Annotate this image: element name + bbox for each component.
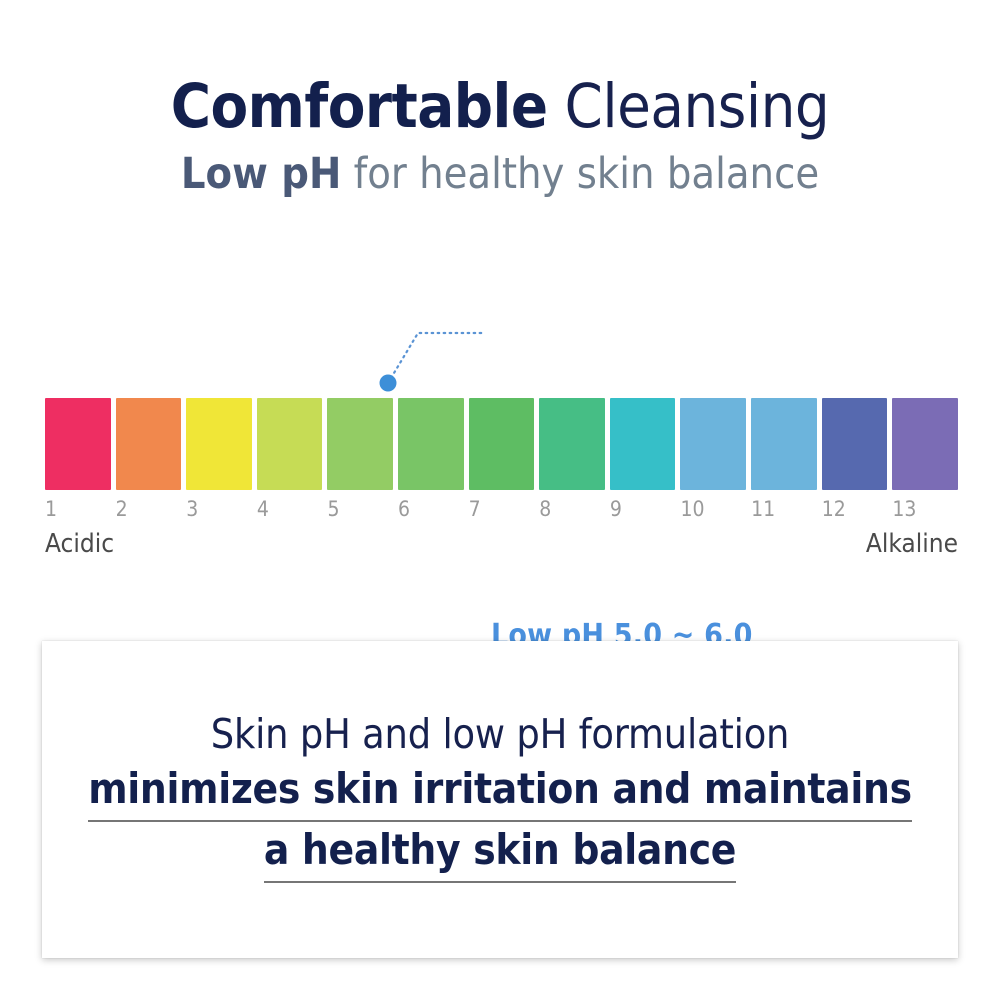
headline-strong: Comfortable — [170, 71, 548, 142]
header: Comfortable Cleansing Low pH for healthy… — [0, 72, 1000, 200]
ph-swatch-3 — [186, 398, 252, 490]
headline-light: Cleansing — [547, 71, 830, 142]
ph-tick-13: 13 — [892, 497, 917, 521]
ph-swatch-12 — [821, 398, 888, 490]
ph-swatch-4 — [256, 398, 323, 490]
ph-swatch-2 — [115, 398, 182, 490]
info-card-line-1: Skin pH and low pH formulation — [210, 710, 790, 758]
ph-swatch-13 — [892, 398, 958, 490]
info-card-line-2-text: minimizes skin irritation and maintains — [88, 761, 912, 822]
ph-tick-12: 12 — [821, 497, 846, 521]
ph-swatch-9 — [609, 398, 676, 490]
ph-swatch-8 — [539, 398, 605, 490]
ph-swatch-6 — [398, 398, 464, 490]
ph-tick-1: 1 — [45, 497, 58, 521]
ph-swatch-11 — [751, 398, 817, 490]
ph-tick-7: 7 — [468, 497, 481, 521]
page-title: Comfortable Cleansing — [0, 72, 1000, 142]
alkaline-label: Alkaline — [865, 529, 958, 559]
ph-scale-swatches — [45, 398, 958, 490]
subhead-light: for healthy skin balance — [341, 149, 820, 199]
ph-swatch-7 — [468, 398, 535, 490]
info-card-line-2: minimizes skin irritation and maintains — [42, 761, 958, 822]
ph-tick-4: 4 — [256, 497, 269, 521]
info-card: Skin pH and low pH formulation minimizes… — [42, 641, 958, 958]
ph-tick-10: 10 — [680, 497, 705, 521]
ph-tick-3: 3 — [186, 497, 199, 521]
ph-tick-11: 11 — [751, 497, 776, 521]
ph-tick-2: 2 — [115, 497, 128, 521]
info-card-line-3-text: a healthy skin balance — [263, 822, 736, 883]
ph-tick-6: 6 — [398, 497, 411, 521]
ph-tick-5: 5 — [327, 497, 340, 521]
ph-scale-ticks: 1 2 3 4 5 6 7 8 9 10 11 12 13 — [45, 496, 958, 524]
callout-leader-line — [379, 331, 486, 392]
ph-swatch-5 — [327, 398, 394, 490]
ph-callout: Low pH 5.0 ~ 6.0 — [0, 300, 1000, 653]
info-card-content: Skin pH and low pH formulation minimizes… — [42, 707, 958, 883]
callout-marker-dot — [379, 374, 397, 392]
ph-tick-9: 9 — [609, 497, 622, 521]
subhead-strong: Low pH — [180, 149, 342, 199]
page-subtitle: Low pH for healthy skin balance — [0, 148, 1000, 200]
ph-swatch-10 — [680, 398, 747, 490]
ph-tick-8: 8 — [539, 497, 552, 521]
acidic-label: Acidic — [45, 529, 115, 559]
ph-swatch-1 — [45, 398, 111, 490]
info-card-line-3: a healthy skin balance — [42, 822, 958, 883]
ph-scale-end-labels: Acidic Alkaline — [45, 528, 958, 562]
